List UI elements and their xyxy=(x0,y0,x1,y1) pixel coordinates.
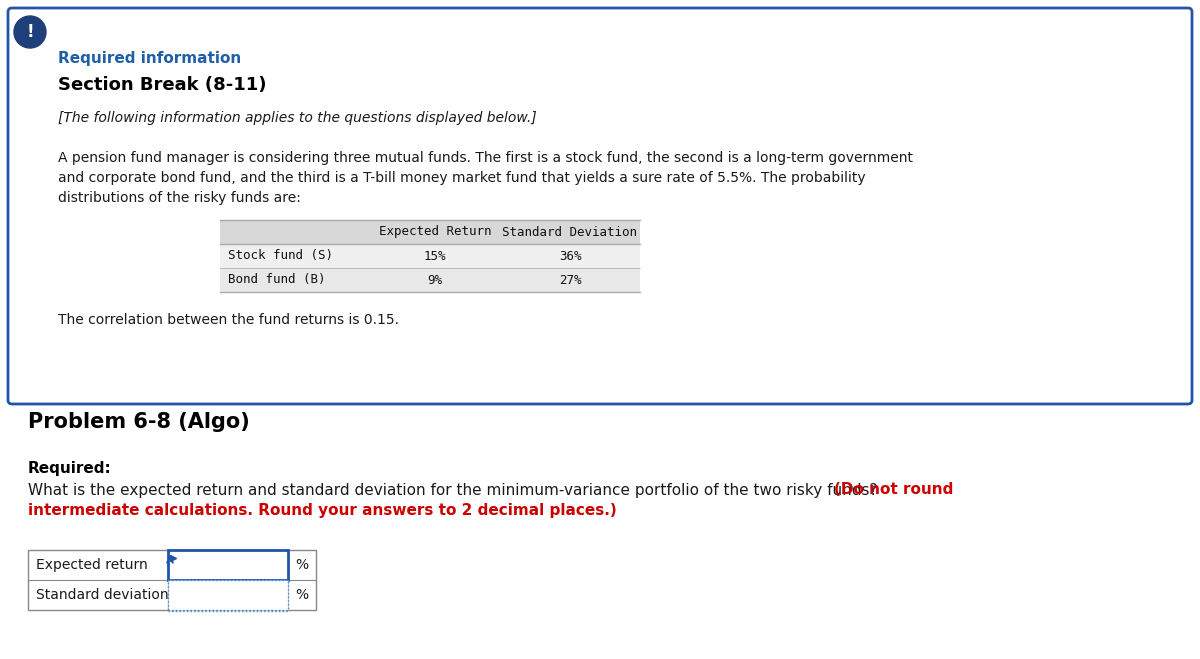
Text: Required:: Required: xyxy=(28,461,112,476)
Text: Problem 6-8 (Algo): Problem 6-8 (Algo) xyxy=(28,412,250,432)
Text: Standard deviation: Standard deviation xyxy=(36,588,169,602)
Text: 15%: 15% xyxy=(424,250,446,262)
Text: Expected Return: Expected Return xyxy=(379,225,491,239)
Bar xyxy=(220,220,640,244)
Text: Stock fund (S): Stock fund (S) xyxy=(228,250,334,262)
Text: A pension fund manager is considering three mutual funds. The first is a stock f: A pension fund manager is considering th… xyxy=(58,151,913,165)
Bar xyxy=(28,550,316,610)
Text: Standard Deviation: Standard Deviation xyxy=(503,225,637,239)
Text: The correlation between the fund returns is 0.15.: The correlation between the fund returns… xyxy=(58,313,398,327)
Bar xyxy=(168,550,288,580)
FancyBboxPatch shape xyxy=(8,8,1192,404)
Bar xyxy=(220,244,640,268)
Text: Section Break (8-11): Section Break (8-11) xyxy=(58,76,266,94)
Text: (Do not round: (Do not round xyxy=(834,482,953,498)
Text: %: % xyxy=(295,558,308,572)
Text: and corporate bond fund, and the third is a T-bill money market fund that yields: and corporate bond fund, and the third i… xyxy=(58,171,865,185)
Text: Bond fund (B): Bond fund (B) xyxy=(228,273,325,287)
Bar xyxy=(168,580,288,610)
Text: %: % xyxy=(295,588,308,602)
Text: Expected return: Expected return xyxy=(36,558,148,572)
Text: 36%: 36% xyxy=(559,250,581,262)
Text: 27%: 27% xyxy=(559,273,581,287)
Text: intermediate calculations. Round your answers to 2 decimal places.): intermediate calculations. Round your an… xyxy=(28,503,617,519)
Text: Required information: Required information xyxy=(58,51,241,65)
Circle shape xyxy=(14,16,46,48)
Text: 9%: 9% xyxy=(427,273,443,287)
Text: [The following information applies to the questions displayed below.]: [The following information applies to th… xyxy=(58,111,536,125)
Text: !: ! xyxy=(26,23,34,41)
Text: distributions of the risky funds are:: distributions of the risky funds are: xyxy=(58,191,301,205)
Bar xyxy=(220,268,640,292)
Text: What is the expected return and standard deviation for the minimum-variance port: What is the expected return and standard… xyxy=(28,482,882,498)
